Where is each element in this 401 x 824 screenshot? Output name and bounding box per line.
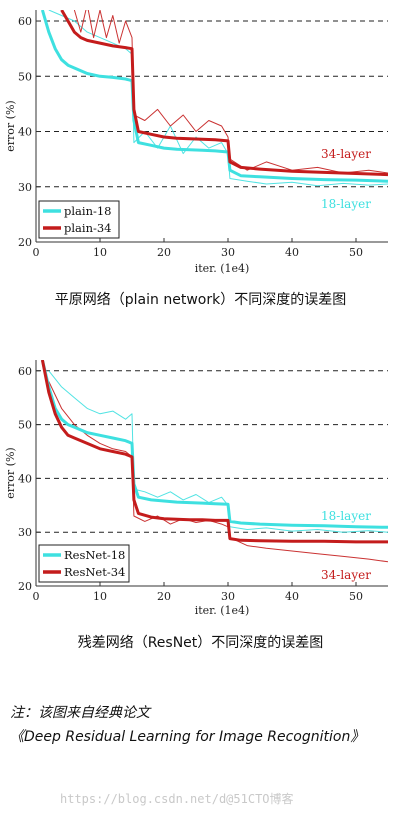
x-tick-label-0: 0 xyxy=(33,246,40,259)
x-axis-label: iter. (1e4) xyxy=(195,262,250,275)
x-tick-label-40: 40 xyxy=(285,246,299,259)
x-tick-label-20: 20 xyxy=(157,590,171,603)
series-line-resnet-34-train xyxy=(48,381,388,563)
note-paper-title: 《Deep Residual Learning for Image Recogn… xyxy=(10,729,365,745)
series-line-plain-34-train xyxy=(73,10,388,174)
watermark: https://blog.csdn.net/d@51CTO博客 xyxy=(60,792,294,806)
chart-resnet: 20 30 40 50 60 0 10 20 30 40 50 iter. (1e4) error (%… xyxy=(4,360,388,617)
series-line-resnet-18-train xyxy=(48,370,388,533)
y-tick-label-50: 50 xyxy=(18,70,32,83)
chart-plain-network: 20 30 40 50 60 0 10 20 30 40 50 iter. (1e4) error (%… xyxy=(4,10,388,275)
x-tick-label-20: 20 xyxy=(157,246,171,259)
y-tick-label-50: 50 xyxy=(18,419,32,432)
x-tick-label-10: 10 xyxy=(93,246,107,259)
legend-box xyxy=(38,544,130,583)
y-tick-label-30: 30 xyxy=(18,526,32,539)
y-tick-label-60: 60 xyxy=(18,15,32,28)
series-line-resnet-34 xyxy=(40,360,388,544)
x-tick-label-30: 30 xyxy=(221,246,235,259)
caption-resnet: 残差网络（ResNet）不同深度的误差图 xyxy=(77,635,324,651)
annotation-18-layer: 18-layer xyxy=(321,509,371,523)
series-line-plain-18 xyxy=(40,10,388,183)
y-axis-label: error (%) xyxy=(4,447,17,498)
x-axis-label: iter. (1e4) xyxy=(195,604,250,617)
y-tick-label-40: 40 xyxy=(18,472,32,485)
legend-box xyxy=(38,200,120,239)
x-tick-label-0: 0 xyxy=(33,590,40,603)
x-tick-label-50: 50 xyxy=(349,590,363,603)
series-line-plain-18-train xyxy=(48,10,388,187)
legend-label-plain-34: plain-34 xyxy=(64,221,112,235)
legend-label-ResNet-34: ResNet-34 xyxy=(64,565,125,579)
legend-label-plain-18: plain-18 xyxy=(64,204,112,218)
x-tick-label-10: 10 xyxy=(93,590,107,603)
annotation-34-layer: 34-layer xyxy=(321,568,371,582)
legend-label-ResNet-18: ResNet-18 xyxy=(64,548,125,562)
note-source-line: 注：该图来自经典论文 xyxy=(10,705,150,721)
y-tick-label-30: 30 xyxy=(18,181,32,194)
x-tick-label-50: 50 xyxy=(349,246,363,259)
series-line-plain-34 xyxy=(60,10,388,177)
x-tick-label-30: 30 xyxy=(221,590,235,603)
caption-plain-network: 平原网络（plain network）不同深度的误差图 xyxy=(54,292,347,308)
annotation-34-layer: 34-layer xyxy=(321,147,371,161)
y-tick-label-40: 40 xyxy=(18,126,32,139)
y-tick-label-60: 60 xyxy=(18,365,32,378)
x-tick-label-40: 40 xyxy=(285,590,299,603)
y-tick-label-20: 20 xyxy=(18,236,32,249)
annotation-18-layer: 18-layer xyxy=(321,197,371,211)
y-tick-label-20: 20 xyxy=(18,580,32,593)
series-line-resnet-18 xyxy=(40,360,388,529)
y-axis-label: error (%) xyxy=(4,100,17,151)
